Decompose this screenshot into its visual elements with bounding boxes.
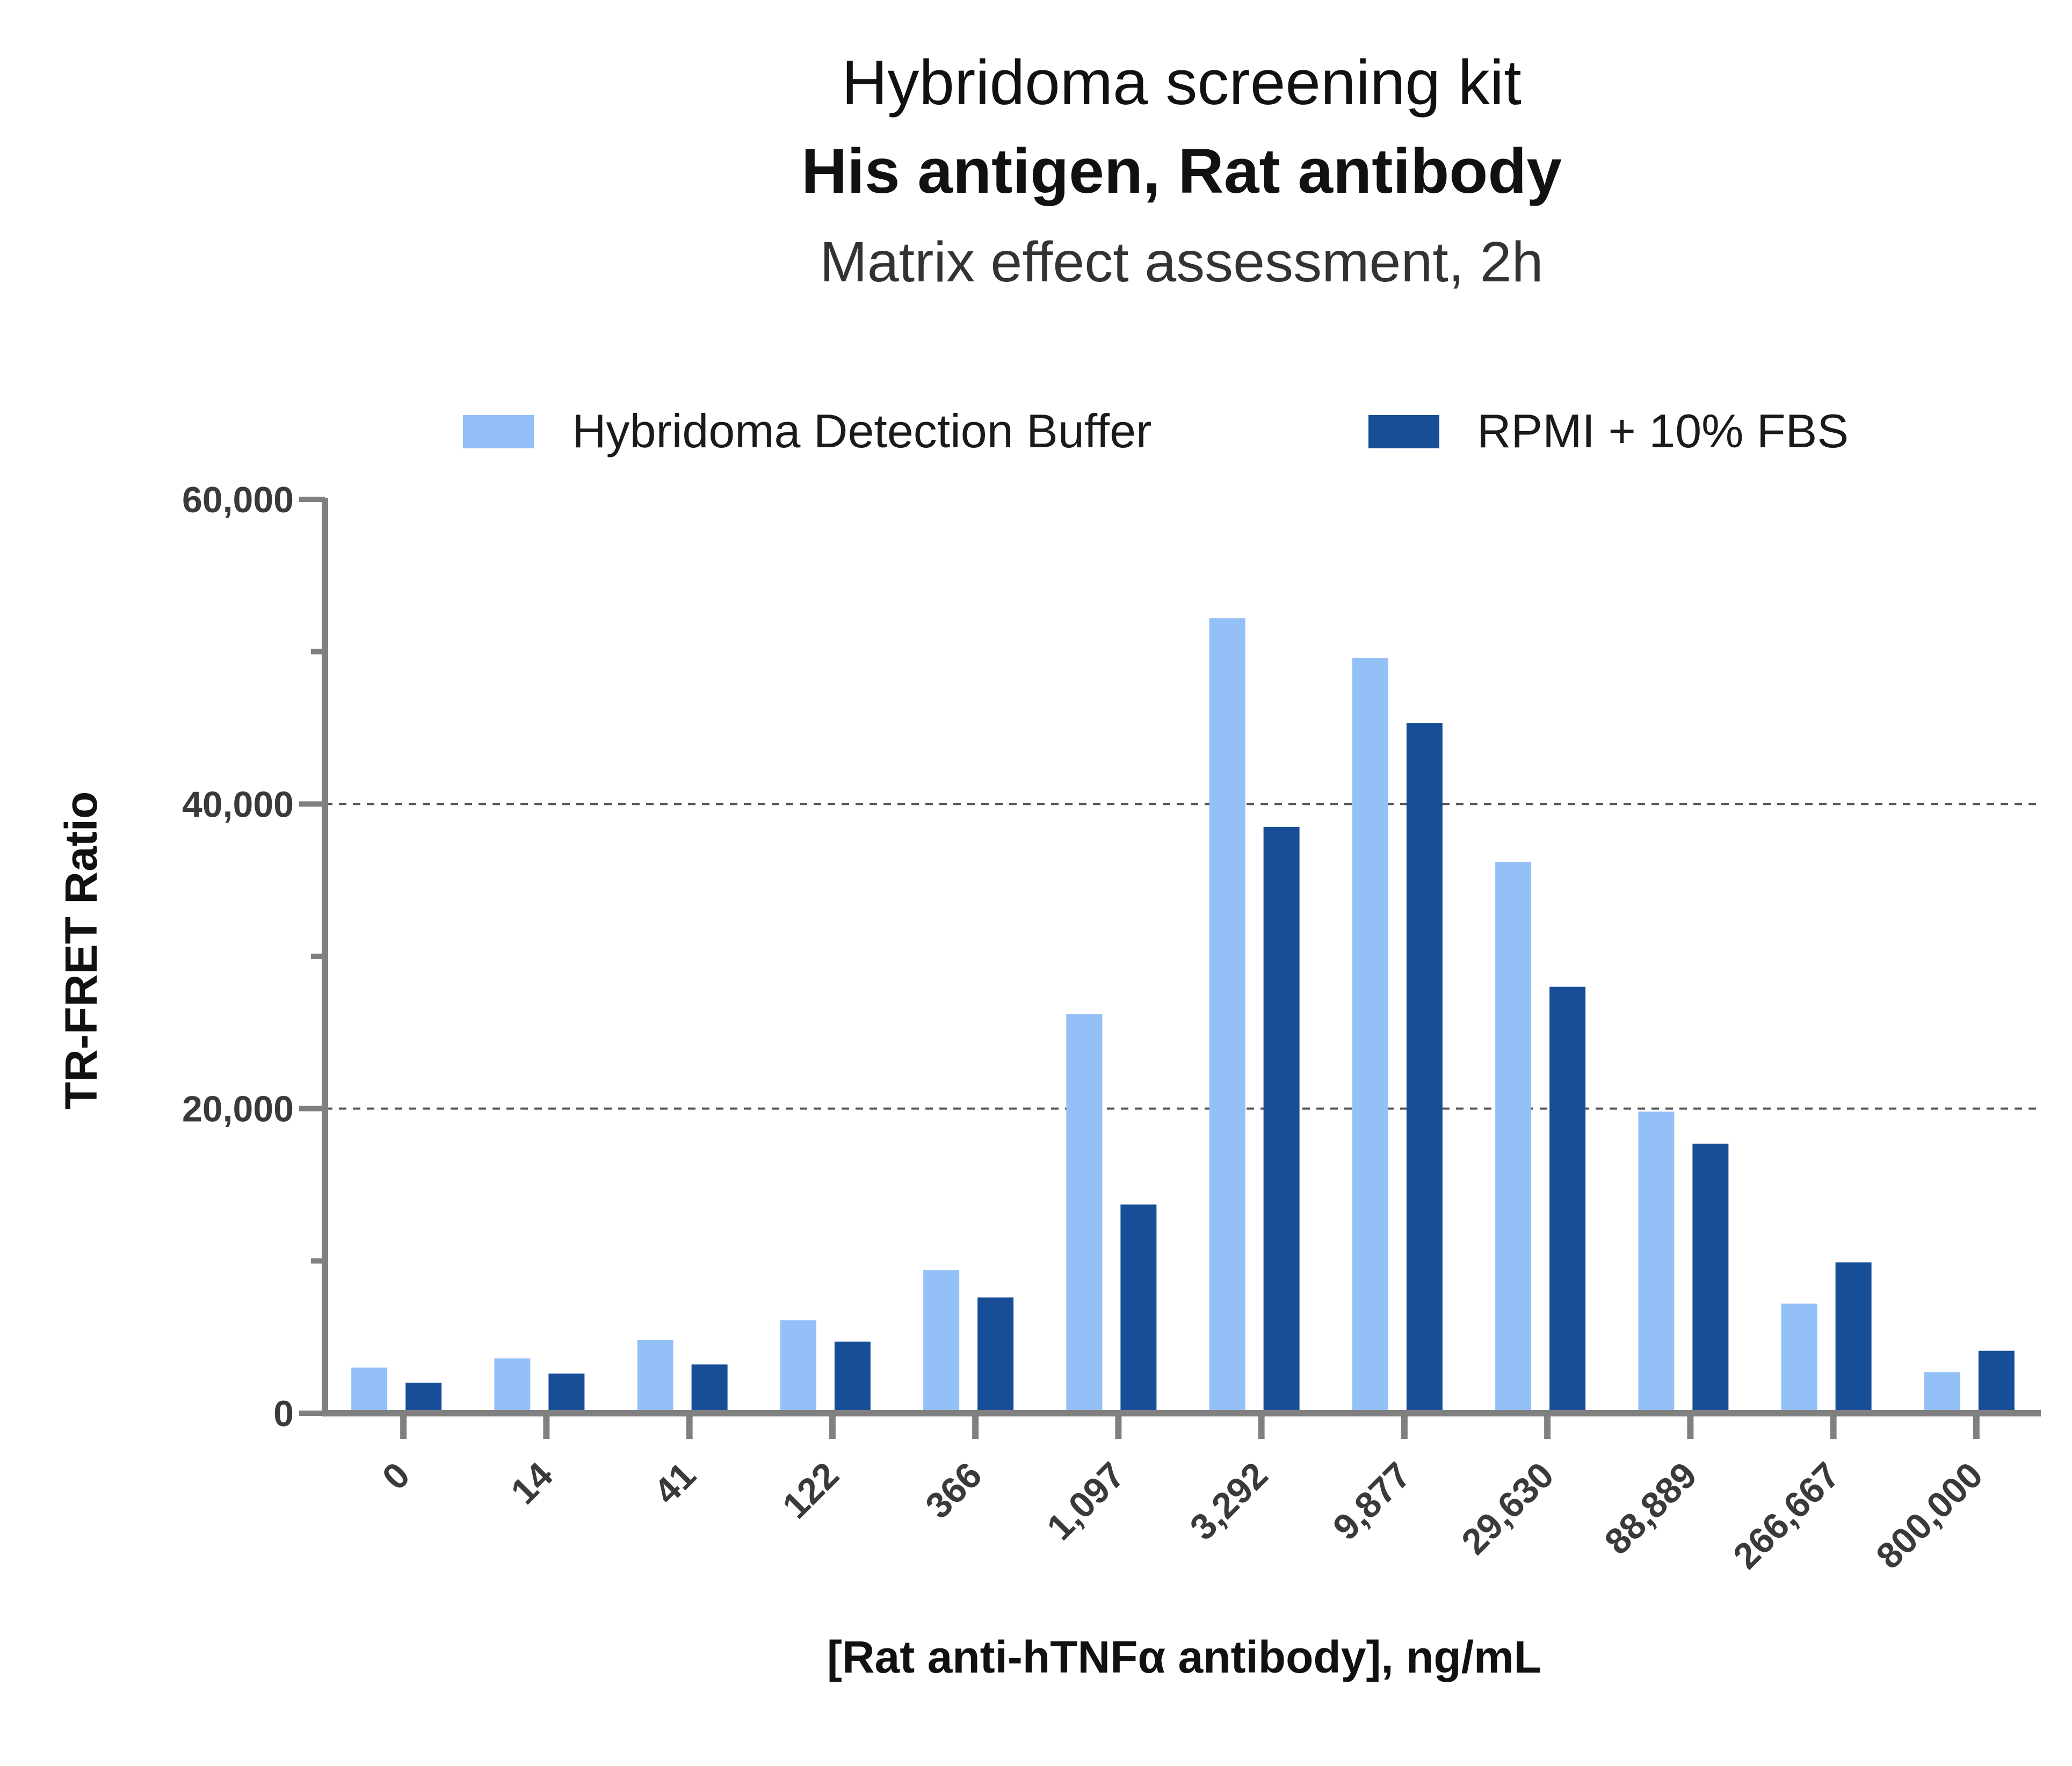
bar-s2-7 <box>1406 723 1443 1413</box>
chart-title: Hybridoma screening kit <box>842 47 1522 118</box>
bar-s1-0 <box>351 1367 388 1413</box>
y-tick-label: 40,000 <box>182 784 294 825</box>
bar-s2-2 <box>691 1364 728 1413</box>
bar-s2-8 <box>1549 986 1586 1413</box>
bar-s1-9 <box>1638 1111 1675 1413</box>
bar-s1-6 <box>1209 618 1245 1413</box>
bar-s2-3 <box>834 1341 871 1413</box>
x-tick-label: 366 <box>918 1455 990 1527</box>
bar-s1-2 <box>637 1340 673 1413</box>
axes <box>299 497 2041 1439</box>
x-tick-label: 0 <box>374 1455 417 1498</box>
x-tick-label: 1,097 <box>1039 1455 1133 1548</box>
x-tick-label: 14 <box>503 1455 561 1512</box>
bar-s2-9 <box>1692 1143 1729 1413</box>
bar-s2-1 <box>548 1373 585 1413</box>
bar-s2-4 <box>977 1297 1014 1413</box>
legend: Hybridoma Detection Buffer RPMI + 10% FBS <box>463 404 1849 457</box>
bar-s2-5 <box>1120 1204 1157 1413</box>
bar-s1-4 <box>923 1270 960 1413</box>
bar-s1-11 <box>1924 1372 1960 1413</box>
bar-s2-0 <box>405 1383 442 1413</box>
bar-s1-3 <box>780 1320 816 1413</box>
bar-s1-1 <box>494 1358 531 1413</box>
bar-s2-11 <box>1978 1350 2015 1413</box>
legend-swatch-2 <box>1368 415 1439 448</box>
x-tick-label: 41 <box>646 1455 704 1512</box>
bar-s1-10 <box>1781 1303 1817 1413</box>
x-axis-title: [Rat anti-hTNFα antibody], ng/mL <box>827 1632 1541 1682</box>
y-tick-label: 20,000 <box>182 1089 294 1130</box>
bar-s1-7 <box>1352 658 1388 1413</box>
legend-swatch-1 <box>463 415 534 448</box>
chart-caption: Matrix effect assessment, 2h <box>820 230 1544 294</box>
y-tick-label: 0 <box>273 1393 294 1434</box>
x-tick-label: 800,000 <box>1868 1455 1991 1577</box>
axis-labels: 0 20,000 40,000 60,000 0 14 41 122 366 1,097 3,292… <box>56 479 1990 1682</box>
legend-label-2: RPMI + 10% FBS <box>1477 404 1849 457</box>
gridlines <box>325 803 2041 1110</box>
bars <box>351 618 2015 1413</box>
legend-label-1: Hybridoma Detection Buffer <box>572 404 1151 457</box>
x-tick-label: 3,292 <box>1182 1455 1276 1548</box>
x-tick-label: 122 <box>775 1455 847 1527</box>
y-tick-label: 60,000 <box>182 479 294 520</box>
chart-subtitle: His antigen, Rat antibody <box>801 136 1562 207</box>
bar-s1-5 <box>1066 1014 1103 1413</box>
x-tick-label: 9,877 <box>1325 1455 1418 1548</box>
x-tick-label: 88,889 <box>1597 1455 1705 1562</box>
x-tick-label: 266,667 <box>1726 1455 1848 1577</box>
bar-s2-6 <box>1263 826 1300 1413</box>
y-axis-title: TR-FRET Ratio <box>56 791 106 1110</box>
bar-s2-10 <box>1835 1262 1872 1413</box>
bar-s1-8 <box>1495 862 1532 1413</box>
x-tick-label: 29,630 <box>1454 1455 1562 1562</box>
